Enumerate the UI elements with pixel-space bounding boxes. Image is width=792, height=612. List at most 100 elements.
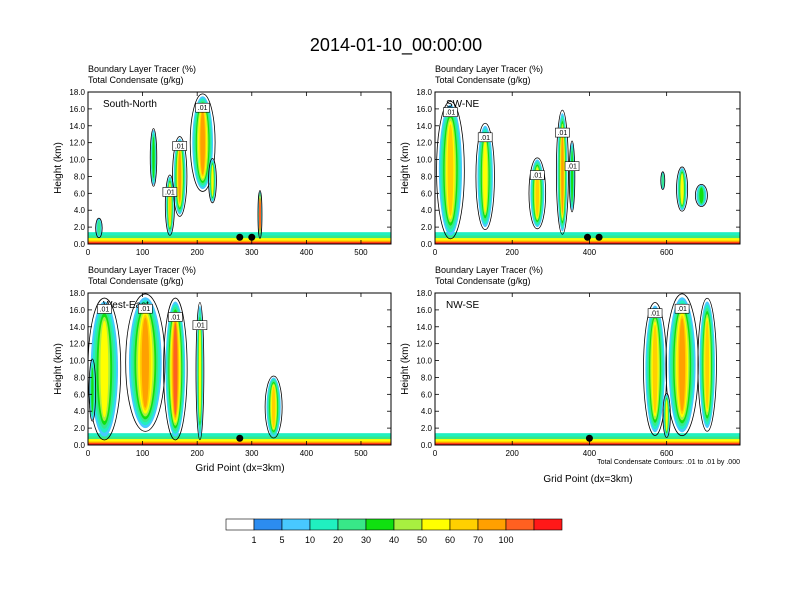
y-tick-label: 0.0 — [421, 441, 433, 450]
plot-frame — [87, 292, 392, 446]
x-tick-label: 100 — [136, 248, 150, 257]
colorbar-label: 20 — [333, 535, 343, 545]
x-tick-label: 200 — [191, 248, 205, 257]
y-tick-label: 4.0 — [74, 206, 86, 215]
y-tick-label: 8.0 — [74, 172, 86, 181]
y-axis-label: Height (km) — [53, 343, 64, 395]
condensate-contour — [528, 157, 547, 230]
y-tick-label: 0.0 — [74, 240, 86, 249]
x-tick-label: 400 — [583, 248, 597, 257]
condensate-contour — [697, 297, 717, 432]
colorbar-swatch — [365, 518, 395, 531]
colorbar-label: 1 — [251, 535, 256, 545]
tracer-plume-shell — [561, 131, 564, 213]
colorbar-label: 50 — [417, 535, 427, 545]
panel-label: West-East — [103, 300, 149, 311]
svg-text:.01: .01 — [480, 135, 490, 142]
colorbar-label: 40 — [389, 535, 399, 545]
contour-label: .01 — [195, 102, 210, 113]
y-tick-label: 6.0 — [74, 390, 86, 399]
colorbar-swatch — [225, 518, 255, 531]
plot-frame — [434, 91, 741, 245]
tracer-plume-shell — [198, 324, 201, 418]
svg-text:.01: .01 — [650, 311, 660, 318]
contour-label: .01 — [443, 107, 458, 117]
x-tick-label: 0 — [86, 449, 91, 458]
y-tick-label: 14.0 — [416, 323, 432, 332]
y-tick-label: 2.0 — [421, 223, 433, 232]
svg-text:.01: .01 — [195, 323, 205, 330]
surface-marker — [236, 233, 244, 241]
boundary-layer-band — [435, 443, 740, 445]
condensate-contour — [163, 297, 188, 441]
y-tick-label: 4.0 — [74, 407, 86, 416]
colorbar-swatch — [477, 518, 507, 531]
boundary-layer-band — [88, 443, 391, 445]
x-tick-label: 400 — [300, 248, 314, 257]
x-axis-label: Grid Point (dx=3km) — [543, 474, 632, 485]
contour-label: .01 — [162, 187, 178, 197]
y-tick-label: 10.0 — [69, 156, 85, 165]
panel-west-east: Boundary Layer Tracer (%) Total Condensa… — [53, 265, 392, 474]
colorbar-swatch — [449, 518, 479, 531]
y-tick-label: 18.0 — [416, 88, 432, 97]
y-tick-label: 16.0 — [69, 306, 85, 315]
svg-text:.01: .01 — [677, 306, 687, 313]
colorbar-label: 100 — [498, 535, 513, 545]
plot-frame — [87, 91, 392, 245]
condensate-contour — [264, 375, 283, 439]
y-tick-label: 6.0 — [74, 189, 86, 198]
tracer-plume-shell — [173, 323, 178, 415]
colorbar-label: 5 — [279, 535, 284, 545]
tracer-plume-shell — [258, 198, 261, 230]
condensate-contour — [88, 297, 122, 441]
y-tick-label: 18.0 — [416, 289, 432, 298]
y-tick-label: 12.0 — [416, 139, 432, 148]
condensate-contour — [662, 392, 671, 439]
contour-footnote: Total Condensate Contours: .01 to .01 by… — [597, 459, 740, 466]
panel-nw-se: Boundary Layer Tracer (%) Total Condensa… — [400, 265, 741, 485]
colorbar-label: 60 — [445, 535, 455, 545]
colorbar-swatch — [505, 518, 535, 531]
panel-title-line-1: Boundary Layer Tracer (%) — [88, 64, 196, 74]
x-tick-label: 200 — [506, 248, 520, 257]
condensate-contour — [694, 183, 708, 207]
colorbar-swatch — [393, 518, 423, 531]
y-tick-label: 10.0 — [416, 357, 432, 366]
panel-sw-ne: Boundary Layer Tracer (%) Total Condensa… — [400, 64, 741, 257]
condensate-contour — [676, 166, 689, 212]
svg-text:.01: .01 — [446, 110, 456, 117]
y-tick-label: 8.0 — [421, 373, 433, 382]
contour-label: .01 — [564, 161, 580, 171]
y-tick-label: 4.0 — [421, 407, 433, 416]
tracer-plume-shell — [211, 165, 214, 196]
surface-marker — [248, 233, 256, 241]
y-tick-label: 6.0 — [421, 189, 433, 198]
panel-title-line-2: Total Condensate (g/kg) — [88, 75, 184, 85]
condensate-contour — [172, 136, 188, 217]
boundary-layer-band — [88, 242, 391, 244]
svg-text:.01: .01 — [170, 314, 180, 321]
figure-title: 2014-01-10_00:00:00 — [310, 35, 482, 56]
tracer-plume-shell — [661, 173, 664, 188]
panel-south-north: Boundary Layer Tracer (%) Total Condensa… — [53, 64, 392, 257]
y-tick-label: 8.0 — [74, 373, 86, 382]
tracer-plume-shell — [535, 169, 540, 217]
contour-label: .01 — [647, 308, 663, 318]
y-tick-label: 14.0 — [69, 323, 85, 332]
condensate-contour — [95, 217, 103, 239]
y-tick-label: 16.0 — [69, 105, 85, 114]
svg-text:.01: .01 — [100, 306, 110, 313]
panel-title-line-2: Total Condensate (g/kg) — [435, 75, 531, 85]
y-tick-label: 2.0 — [421, 424, 433, 433]
tracer-plume-shell — [679, 318, 686, 412]
panel-label: SW-NE — [446, 99, 479, 110]
condensate-contour — [568, 140, 576, 213]
panel-label: South-North — [103, 99, 157, 110]
condensate-contour — [436, 100, 465, 240]
panel-title-line-1: Boundary Layer Tracer (%) — [435, 64, 543, 74]
colorbar-swatch — [253, 518, 283, 531]
y-tick-label: 14.0 — [69, 122, 85, 131]
y-tick-label: 18.0 — [69, 88, 85, 97]
condensate-contour — [164, 174, 175, 236]
